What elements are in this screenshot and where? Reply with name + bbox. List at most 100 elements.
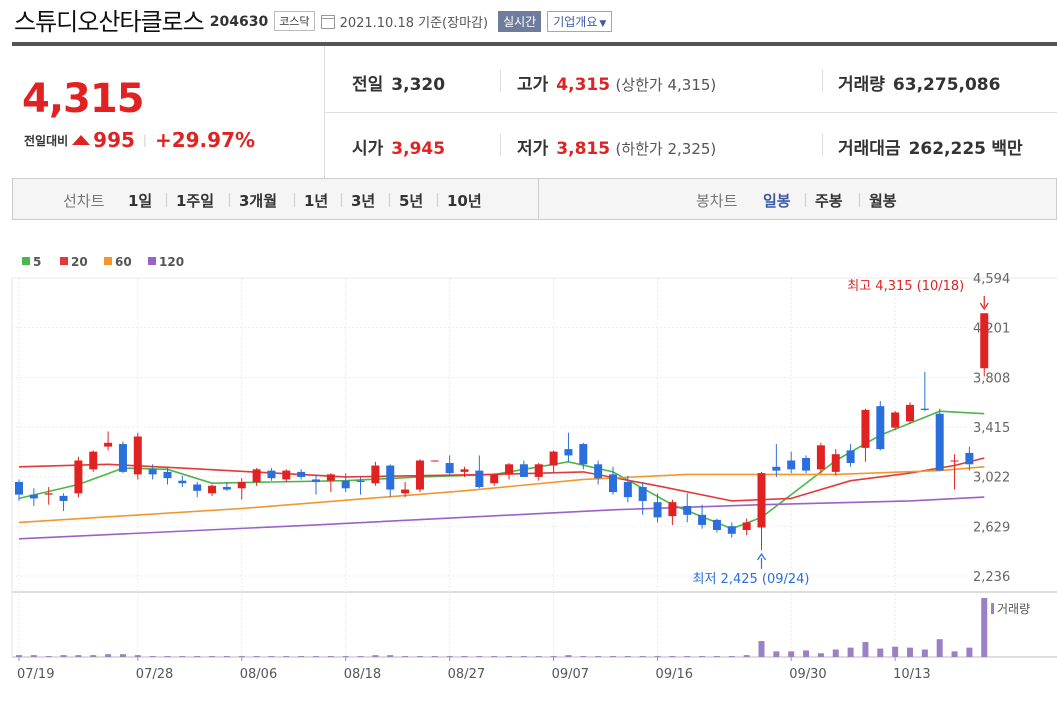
candle-body [237,481,246,489]
open-price: 시가 3,945 [352,134,445,159]
y-tick-label: 4,201 [973,322,1010,337]
volume-bar [298,656,305,657]
candle-monthly[interactable]: 월봉 [869,192,897,210]
period-10y[interactable]: 10년 [447,192,482,210]
volume-bar [713,656,720,657]
candle-body [222,487,231,490]
volume-bar [223,656,230,657]
high-value: 4,315 [556,75,611,95]
high-price: 고가 4,315 (상한가 4,315) [517,70,716,95]
candle-body [534,464,543,477]
chevron-down-icon: ▼ [599,18,607,29]
volume-bar [832,649,839,657]
period-3y[interactable]: 3년 [351,192,376,210]
ma-legend-swatch-20 [60,257,68,265]
candle-body [104,442,113,447]
divider [229,193,230,207]
x-tick-label: 08/27 [448,667,485,682]
volume-bar [788,651,795,657]
divider [437,193,438,207]
volume-bar [758,641,765,657]
volume-legend-swatch [991,603,994,614]
ma-line-120 [18,496,985,540]
candle-body [727,526,736,534]
candle-body [386,465,395,490]
candle-body [653,502,662,518]
candle-body [742,522,751,530]
candle-body [401,489,410,494]
candle-body [638,487,647,501]
volume-bar [446,656,453,657]
ma-line-5 [18,410,985,530]
candle-body [74,460,83,494]
candle-body [816,445,825,470]
candle-daily[interactable]: 일봉 [763,192,791,210]
candle-body [475,470,484,488]
y-tick-label: 3,415 [973,421,1010,436]
volume-bar [506,656,513,657]
candle-body [505,464,514,475]
candle-body [445,463,454,474]
x-tick-label: 09/30 [789,667,826,682]
volume-bar [936,639,943,657]
period-1d[interactable]: 1일 [128,192,153,210]
ma-legend-label-60: 60 [115,255,132,269]
volume-bar [639,656,646,657]
candle-body [356,480,365,482]
candle-body [772,466,781,471]
divider [294,193,295,207]
volume-bar [773,651,780,657]
y-tick-label: 4,594 [973,272,1010,287]
market-badge: 코스닥 [274,11,315,31]
volume-bar [550,656,557,657]
volume-bar [164,656,171,657]
volume-bar [862,642,869,657]
up-arrow-icon [72,135,91,145]
candle-body [148,469,157,475]
volume-bar [981,598,988,657]
candle-body [208,485,217,494]
ma-legend-label-5: 5 [33,255,41,269]
candle-body [698,514,707,525]
volume-bar [520,656,527,657]
price-summary: 4,315 전일대비 995 | +29.97% 전일 3,320 고가 4,315… [12,42,1057,179]
period-3m[interactable]: 3개월 [239,192,278,210]
company-overview-button[interactable]: 기업개요 ▼ [547,10,613,32]
candle-weekly[interactable]: 주봉 [815,192,843,210]
candle-body [460,469,469,472]
ma-legend-swatch-120 [148,257,156,265]
amount-unit: 백만 [991,139,1023,159]
volume-bar [476,656,483,657]
amount-value: 262,225 [908,139,986,159]
volume-bar [149,656,156,657]
candle-body [891,412,900,428]
candle-body [15,481,23,495]
low-label: 저가 [517,139,549,159]
volume-bar [209,656,216,657]
y-tick-label: 3,808 [973,371,1010,386]
change-label: 전일대비 [24,133,69,148]
realtime-button[interactable]: 실시간 [498,10,542,32]
company-overview-label: 기업개요 [553,14,598,29]
candle-body [193,484,202,491]
divider [500,134,501,156]
divider [500,70,501,92]
period-5y[interactable]: 5년 [399,192,424,210]
volume-bar [75,655,82,657]
period-1y[interactable]: 1년 [304,192,329,210]
volume-bar [313,656,319,657]
volume-bar [817,653,824,657]
period-1w[interactable]: 1주일 [176,192,215,210]
volume-bar [654,656,661,657]
divider [166,193,167,207]
prev-label: 전일 [352,75,384,95]
divider [822,134,823,156]
candle-body [935,413,944,471]
volume-legend-label: 거래량 [997,602,1030,616]
volume-bar [134,655,141,657]
candle-body [579,444,588,465]
candle-body [980,313,989,369]
candle-body [802,457,811,471]
candle-body [876,406,885,450]
y-tick-label: 3,022 [973,471,1010,486]
